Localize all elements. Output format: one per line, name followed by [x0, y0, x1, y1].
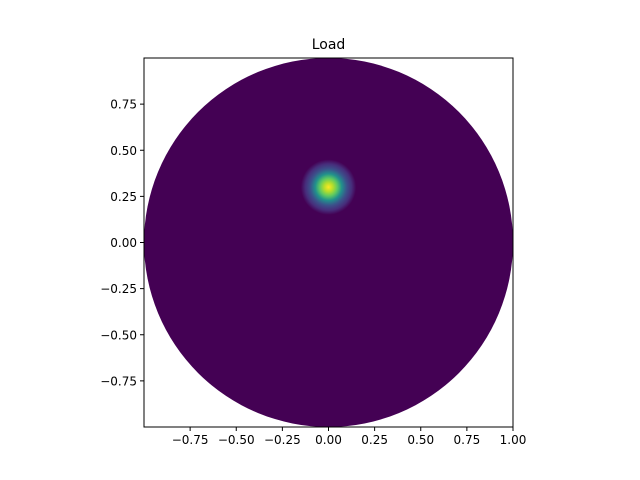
y-tick-label: 0.50: [110, 144, 137, 158]
x-tick-label: 0.25: [361, 433, 388, 447]
x-tick-label: 0.50: [407, 433, 434, 447]
x-tick-label: −0.25: [264, 433, 301, 447]
x-axis: −0.75 −0.50 −0.25 0.00 0.25 0.50 0.75 1.00: [172, 427, 527, 447]
y-tick-label: 0.00: [110, 236, 137, 250]
domain-disk: [144, 58, 513, 427]
plot-area: [144, 58, 513, 427]
x-tick-label: −0.50: [218, 433, 255, 447]
x-tick-label: 1.00: [500, 433, 527, 447]
y-axis: 0.75 0.50 0.25 0.00 −0.25 −0.50 −0.75: [100, 98, 144, 388]
x-tick-label: 0.00: [315, 433, 342, 447]
y-tick-label: 0.75: [110, 98, 137, 112]
y-tick-label: −0.75: [100, 374, 137, 388]
x-tick-label: 0.75: [454, 433, 481, 447]
chart-title: Load: [312, 37, 346, 53]
y-tick-label: −0.25: [100, 282, 137, 296]
y-tick-label: 0.25: [110, 190, 137, 204]
x-tick-label: −0.75: [172, 433, 209, 447]
load-spot: [300, 159, 357, 215]
y-tick-label: −0.50: [100, 328, 137, 342]
